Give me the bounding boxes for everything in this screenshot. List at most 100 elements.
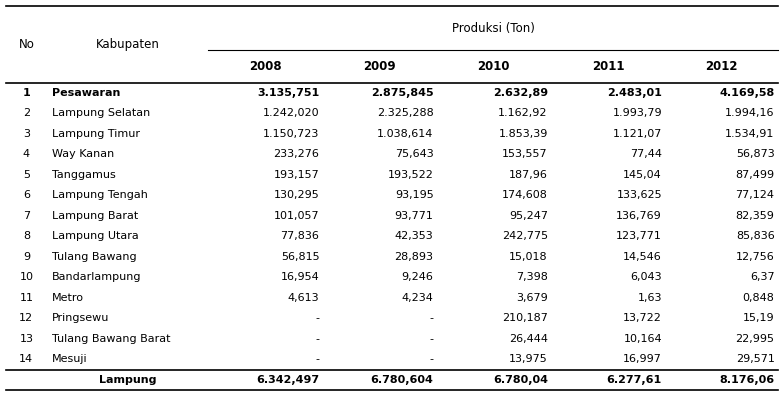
Text: 77,44: 77,44: [630, 149, 662, 160]
Text: Lampung Utara: Lampung Utara: [52, 231, 139, 242]
Text: 145,04: 145,04: [623, 170, 662, 180]
Text: 13,722: 13,722: [623, 313, 662, 324]
Text: 56,873: 56,873: [736, 149, 775, 160]
Text: 1.534,91: 1.534,91: [725, 129, 775, 139]
Text: 6.342,497: 6.342,497: [256, 375, 319, 385]
Text: 3: 3: [23, 129, 30, 139]
Text: 93,195: 93,195: [395, 190, 434, 200]
Text: Metro: Metro: [52, 293, 84, 303]
Text: Pringsewu: Pringsewu: [52, 313, 109, 324]
Text: 210,187: 210,187: [502, 313, 548, 324]
Text: Lampung: Lampung: [99, 375, 156, 385]
Text: 2: 2: [23, 109, 30, 118]
Text: 1.993,79: 1.993,79: [612, 109, 662, 118]
Text: 12: 12: [20, 313, 34, 324]
Text: 136,769: 136,769: [616, 211, 662, 221]
Text: 101,057: 101,057: [274, 211, 319, 221]
Text: 2.483,01: 2.483,01: [607, 88, 662, 98]
Text: 8.176,06: 8.176,06: [720, 375, 775, 385]
Text: 42,353: 42,353: [395, 231, 434, 242]
Text: 2.632,89: 2.632,89: [492, 88, 548, 98]
Text: -: -: [315, 334, 319, 344]
Text: 130,295: 130,295: [274, 190, 319, 200]
Text: 8: 8: [23, 231, 30, 242]
Text: 14,546: 14,546: [623, 252, 662, 262]
Text: No: No: [18, 38, 34, 51]
Text: 123,771: 123,771: [616, 231, 662, 242]
Text: 1,63: 1,63: [637, 293, 662, 303]
Text: 3.135,751: 3.135,751: [257, 88, 319, 98]
Text: -: -: [430, 354, 434, 364]
Text: Tanggamus: Tanggamus: [52, 170, 115, 180]
Text: 13,975: 13,975: [509, 354, 548, 364]
Text: 26,444: 26,444: [509, 334, 548, 344]
Text: 233,276: 233,276: [274, 149, 319, 160]
Text: 6.277,61: 6.277,61: [607, 375, 662, 385]
Text: -: -: [430, 313, 434, 324]
Text: 1.121,07: 1.121,07: [612, 129, 662, 139]
Text: 4,234: 4,234: [401, 293, 434, 303]
Text: Way Kanan: Way Kanan: [52, 149, 114, 160]
Text: 2008: 2008: [249, 60, 281, 73]
Text: 10,164: 10,164: [623, 334, 662, 344]
Text: 193,157: 193,157: [274, 170, 319, 180]
Text: 1.162,92: 1.162,92: [499, 109, 548, 118]
Text: 29,571: 29,571: [735, 354, 775, 364]
Text: 133,625: 133,625: [616, 190, 662, 200]
Text: 1.994,16: 1.994,16: [725, 109, 775, 118]
Text: 15,19: 15,19: [743, 313, 775, 324]
Text: 193,522: 193,522: [388, 170, 434, 180]
Text: 4: 4: [23, 149, 30, 160]
Text: 6.780,04: 6.780,04: [493, 375, 548, 385]
Text: 6: 6: [23, 190, 30, 200]
Text: 0,848: 0,848: [742, 293, 775, 303]
Text: -: -: [315, 313, 319, 324]
Text: 16,954: 16,954: [281, 272, 319, 282]
Text: 6,37: 6,37: [750, 272, 775, 282]
Text: 15,018: 15,018: [509, 252, 548, 262]
Text: Produksi (Ton): Produksi (Ton): [452, 21, 535, 34]
Text: 187,96: 187,96: [509, 170, 548, 180]
Text: 75,643: 75,643: [395, 149, 434, 160]
Text: 14: 14: [20, 354, 34, 364]
Text: 12,756: 12,756: [736, 252, 775, 262]
Text: Kabupaten: Kabupaten: [96, 38, 159, 51]
Text: 2.325,288: 2.325,288: [377, 109, 434, 118]
Text: 22,995: 22,995: [735, 334, 775, 344]
Text: -: -: [430, 334, 434, 344]
Text: 85,836: 85,836: [736, 231, 775, 242]
Text: -: -: [315, 354, 319, 364]
Text: 2010: 2010: [477, 60, 510, 73]
Text: Tulang Bawang: Tulang Bawang: [52, 252, 136, 262]
Text: 6,043: 6,043: [630, 272, 662, 282]
Text: Lampung Tengah: Lampung Tengah: [52, 190, 147, 200]
Text: 153,557: 153,557: [503, 149, 548, 160]
Text: 5: 5: [23, 170, 30, 180]
Text: 4.169,58: 4.169,58: [720, 88, 775, 98]
Text: 95,247: 95,247: [509, 211, 548, 221]
Text: 3,679: 3,679: [516, 293, 548, 303]
Text: 77,836: 77,836: [281, 231, 319, 242]
Text: Bandarlampung: Bandarlampung: [52, 272, 141, 282]
Text: 1: 1: [23, 88, 31, 98]
Text: 2012: 2012: [705, 60, 738, 73]
Text: Mesuji: Mesuji: [52, 354, 88, 364]
Text: 174,608: 174,608: [502, 190, 548, 200]
Text: 7,398: 7,398: [516, 272, 548, 282]
Text: 2011: 2011: [592, 60, 624, 73]
Text: Lampung Selatan: Lampung Selatan: [52, 109, 150, 118]
Text: 93,771: 93,771: [394, 211, 434, 221]
Text: 16,997: 16,997: [623, 354, 662, 364]
Text: 7: 7: [23, 211, 30, 221]
Text: 4,613: 4,613: [288, 293, 319, 303]
Text: 28,893: 28,893: [394, 252, 434, 262]
Text: 82,359: 82,359: [735, 211, 775, 221]
Text: 13: 13: [20, 334, 34, 344]
Text: 11: 11: [20, 293, 34, 303]
Text: 56,815: 56,815: [281, 252, 319, 262]
Text: 87,499: 87,499: [735, 170, 775, 180]
Text: Tulang Bawang Barat: Tulang Bawang Barat: [52, 334, 170, 344]
Text: 1.853,39: 1.853,39: [499, 129, 548, 139]
Text: Lampung Timur: Lampung Timur: [52, 129, 140, 139]
Text: 10: 10: [20, 272, 34, 282]
